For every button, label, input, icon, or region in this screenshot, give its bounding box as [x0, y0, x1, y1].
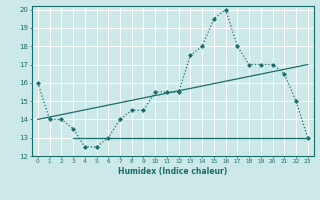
X-axis label: Humidex (Indice chaleur): Humidex (Indice chaleur) — [118, 167, 228, 176]
